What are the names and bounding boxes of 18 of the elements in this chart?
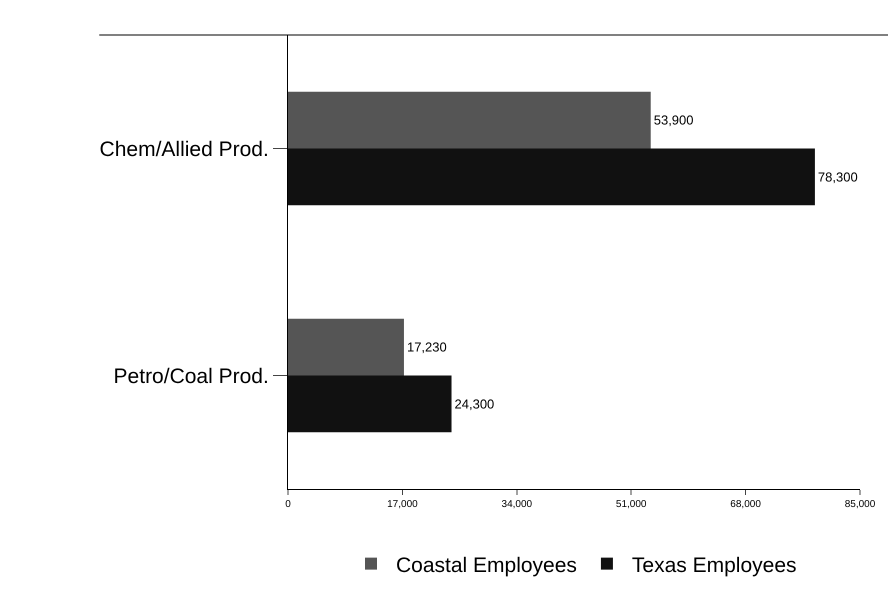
x-tick-label: 34,000: [502, 499, 533, 510]
data-label: 78,300: [818, 169, 858, 184]
legend-label: Texas Employees: [632, 554, 796, 577]
legend-label: Coastal Employees: [396, 554, 577, 577]
data-label: 53,900: [654, 112, 694, 128]
x-tick-label: 17,000: [387, 499, 418, 510]
bar: [288, 318, 404, 376]
data-label: 24,300: [454, 396, 494, 412]
x-tick-label: 68,000: [730, 499, 762, 510]
x-tick-label: 85,000: [844, 499, 876, 510]
x-tick-label: 0: [285, 499, 292, 510]
x-tick-label: 51,000: [616, 499, 647, 510]
bar: [288, 148, 815, 206]
bar: [288, 376, 452, 432]
y-tick-label: Chem/Allied Prod.: [100, 138, 269, 161]
bar: [288, 92, 651, 148]
data-label: 17,230: [406, 340, 447, 355]
y-tick-label: Petro/Coal Prod.: [114, 364, 269, 388]
